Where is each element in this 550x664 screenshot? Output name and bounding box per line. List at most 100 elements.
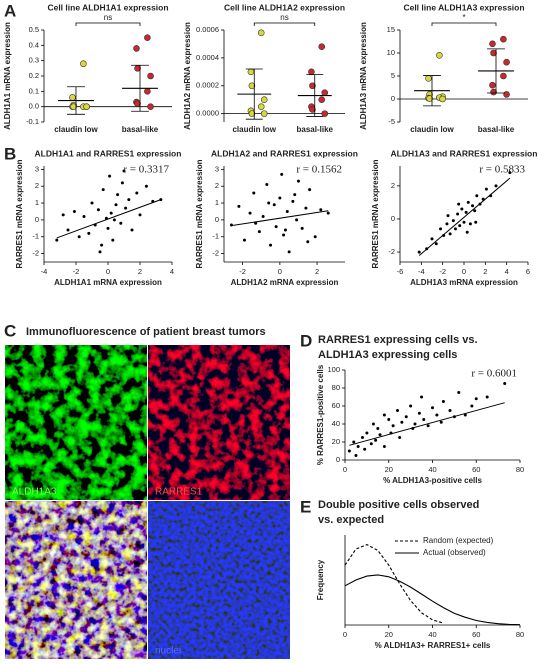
y-axis-label: ALDH1A3 mRNA expression xyxy=(359,22,368,130)
data-point xyxy=(248,110,256,117)
data-point xyxy=(439,95,446,103)
y-tick-label: -2 xyxy=(212,249,219,258)
data-point xyxy=(347,449,351,453)
data-point xyxy=(257,29,265,37)
data-point xyxy=(135,191,139,195)
data-point xyxy=(112,218,116,222)
panel-letter: D xyxy=(300,331,312,350)
data-point xyxy=(106,226,110,230)
y-tick-label: 0.0006 xyxy=(196,25,219,34)
y-tick-label: 0.1 xyxy=(29,86,39,95)
data-point xyxy=(300,226,304,230)
x-tick-label: 20 xyxy=(385,465,393,474)
red-channel xyxy=(148,345,290,500)
x-tick-label: 0 xyxy=(278,267,282,276)
data-point xyxy=(291,199,295,203)
y-tick-label: 0.5 xyxy=(29,25,39,34)
significance-label: * xyxy=(462,13,465,22)
data-point xyxy=(265,183,269,187)
blue-channel xyxy=(148,501,290,659)
panel-letter: E xyxy=(300,497,311,516)
category-label: claudin low xyxy=(54,125,98,134)
data-point xyxy=(453,227,457,231)
data-point xyxy=(417,411,421,415)
data-point xyxy=(72,209,76,213)
series-line xyxy=(344,543,444,624)
category-label: basal-like xyxy=(478,125,515,134)
data-point xyxy=(391,424,395,428)
data-point xyxy=(109,211,113,215)
data-point xyxy=(382,445,386,448)
y-tick-label: -1 xyxy=(32,232,39,241)
chart-title: ALDH1A1 and RARRES1 expression xyxy=(35,148,182,158)
x-tick-label: -2 xyxy=(239,267,246,276)
chart-title: ALDH1A3 expressing cells xyxy=(318,349,457,361)
y-tick-label: -2 xyxy=(388,247,395,256)
y-tick-label: 60 xyxy=(332,401,340,410)
data-point xyxy=(83,103,90,110)
x-tick-label: 40 xyxy=(428,465,436,474)
category-label: basal-like xyxy=(122,125,159,134)
x-tick-label: 2 xyxy=(483,267,487,276)
chart-title: Cell line ALDH1A3 expression xyxy=(403,2,524,12)
fit-line xyxy=(418,177,511,256)
y-axis-label: % RARRES1-positive cells xyxy=(316,364,325,465)
y-axis-label: Frequency xyxy=(316,559,325,600)
data-point xyxy=(124,206,128,210)
correlation-label: r = 0.3317 xyxy=(123,164,169,176)
data-point xyxy=(66,228,70,232)
merge-channel xyxy=(5,501,147,659)
data-point xyxy=(77,235,81,239)
data-point xyxy=(431,406,434,410)
y-tick-label: 15 xyxy=(387,25,395,34)
data-point xyxy=(252,191,256,195)
data-point xyxy=(144,34,151,41)
category-label: claudin low xyxy=(232,125,276,134)
data-point xyxy=(361,436,364,439)
data-point xyxy=(111,238,115,242)
y-tick-label: 2 xyxy=(35,181,39,190)
data-point xyxy=(409,404,413,408)
x-tick-label: -2 xyxy=(439,267,446,276)
data-point xyxy=(371,422,375,426)
data-point xyxy=(280,172,284,176)
x-tick-label: 0 xyxy=(106,267,110,276)
data-point xyxy=(70,103,77,110)
data-point xyxy=(352,440,356,444)
data-point xyxy=(306,240,310,244)
data-point xyxy=(448,409,452,412)
data-point xyxy=(260,96,268,103)
data-point xyxy=(61,213,65,217)
green-channel xyxy=(5,345,147,500)
data-point xyxy=(90,201,94,205)
significance-bracket xyxy=(253,22,316,26)
y-tick-label: 100 xyxy=(327,365,340,374)
data-point xyxy=(122,169,126,173)
data-point xyxy=(490,49,497,57)
data-point xyxy=(285,209,289,213)
data-point xyxy=(282,233,286,237)
data-point xyxy=(127,198,131,202)
data-point xyxy=(326,211,330,215)
y-tick-label: 0 xyxy=(391,94,395,103)
data-point xyxy=(237,204,241,208)
data-point xyxy=(100,243,104,247)
data-point xyxy=(457,391,461,394)
correlation-label: r = 0.6001 xyxy=(471,368,517,380)
data-point xyxy=(466,200,470,204)
x-tick-label: 20 xyxy=(385,630,393,639)
y-tick-label: 80 xyxy=(332,383,340,392)
data-point xyxy=(260,110,268,117)
x-tick-label: 80 xyxy=(516,465,524,474)
x-tick-label: 0 xyxy=(343,465,347,474)
y-tick-label: 3 xyxy=(215,164,219,173)
fit-line xyxy=(349,402,505,446)
x-axis-label: % ALDH1A3+ RARRES1+ cells xyxy=(375,641,491,650)
data-point xyxy=(445,222,449,226)
data-point xyxy=(422,418,426,421)
panel-letter: C xyxy=(4,321,16,340)
data-point xyxy=(378,433,382,437)
chart-title: Double positive cells observed xyxy=(318,499,479,511)
y-tick-label: 0.0004 xyxy=(196,53,219,62)
